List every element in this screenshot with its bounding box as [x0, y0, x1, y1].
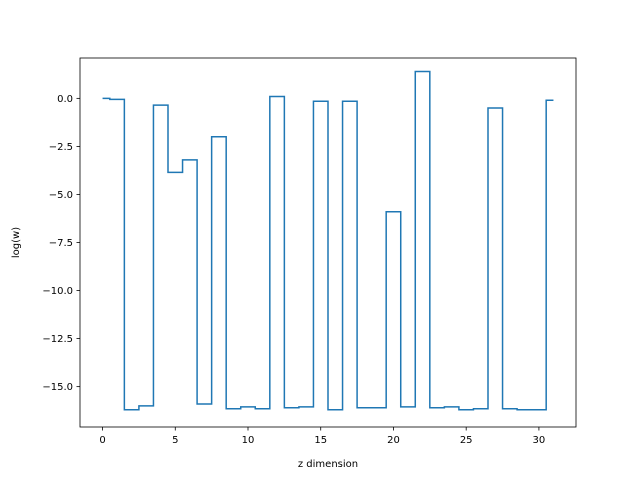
y-tick-label: −2.5 — [49, 142, 73, 153]
plot-area — [102, 70, 554, 411]
x-axis-ticks: 0 5 10 15 20 25 30 — [99, 427, 545, 446]
x-axis-label: z dimension — [298, 459, 358, 470]
series-line-0 — [102, 70, 554, 411]
y-axis-ticks: 0.0 −2.5 −5.0 −7.5 −10.0 −12.5 −15.0 — [42, 94, 80, 393]
y-tick-label: −7.5 — [49, 238, 73, 249]
x-tick-label: 20 — [387, 435, 400, 446]
y-tick-label: 0.0 — [57, 94, 73, 105]
y-axis-label: log(w) — [11, 227, 22, 258]
x-tick-label: 5 — [172, 435, 178, 446]
x-tick-label: 15 — [314, 435, 327, 446]
x-tick-label: 30 — [533, 435, 546, 446]
x-tick-label: 0 — [99, 435, 105, 446]
y-tick-label: −12.5 — [42, 334, 73, 345]
y-tick-label: −15.0 — [42, 382, 73, 393]
y-tick-label: −5.0 — [49, 190, 73, 201]
x-tick-label: 25 — [460, 435, 473, 446]
y-tick-label: −10.0 — [42, 286, 73, 297]
x-tick-label: 10 — [242, 435, 255, 446]
